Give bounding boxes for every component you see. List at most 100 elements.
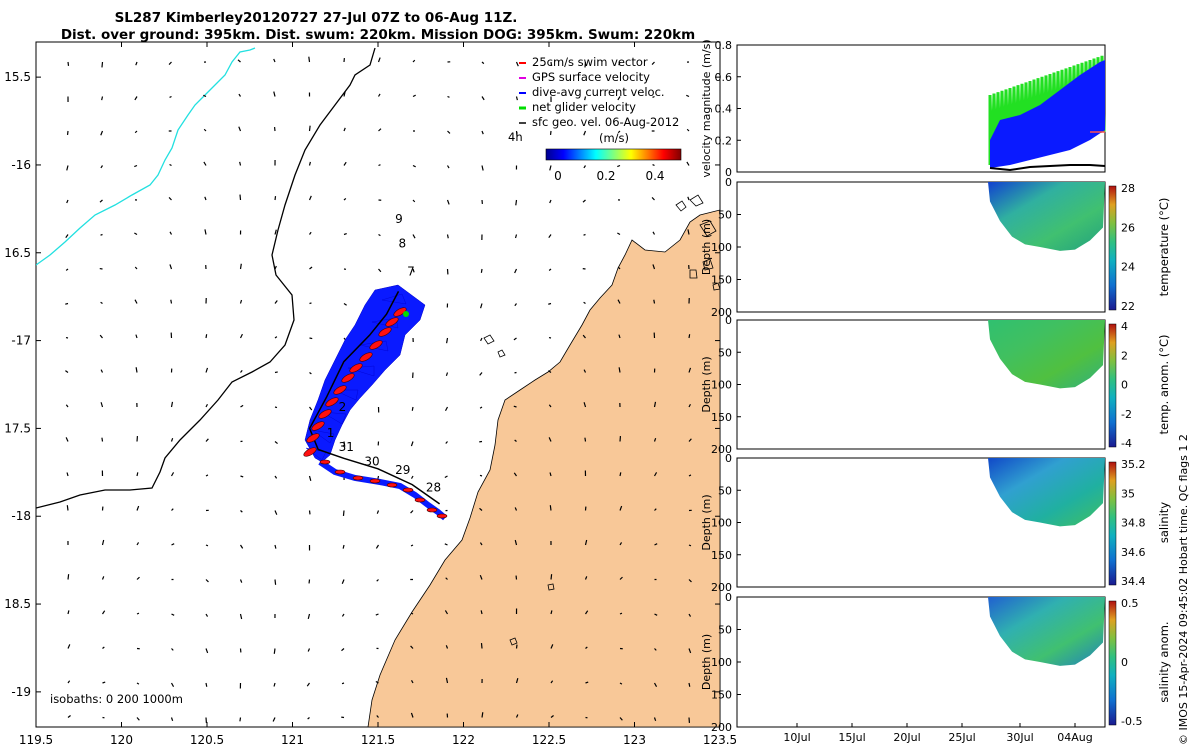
geo-velocity-vector	[514, 234, 518, 239]
geo-velocity-vector	[239, 544, 244, 549]
geo-velocity-vector	[204, 229, 207, 235]
geo-velocity-vector	[343, 127, 346, 132]
geo-velocity-vector	[445, 441, 448, 444]
section-ylabel: Depth (m)	[700, 219, 713, 275]
geo-velocity-vector	[688, 613, 692, 617]
geo-velocity-vector	[619, 542, 623, 546]
colorbar-tick-label: 28	[1121, 182, 1135, 195]
geo-velocity-vector	[308, 195, 312, 201]
geo-velocity-vector	[480, 303, 483, 309]
geo-velocity-vector	[584, 96, 587, 101]
geo-velocity-vector	[274, 265, 277, 270]
geo-velocity-vector	[481, 130, 484, 135]
geo-velocity-vector	[377, 57, 381, 63]
geo-velocity-vector	[653, 299, 656, 304]
geo-velocity-vector	[687, 229, 690, 235]
geo-velocity-vector	[169, 163, 172, 167]
geo-velocity-vector	[550, 574, 553, 580]
colorbar-label: temp. anom. (°C)	[1157, 334, 1171, 434]
geo-velocity-vector	[171, 613, 175, 616]
section-data	[988, 320, 1105, 389]
geo-velocity-vector	[101, 61, 104, 68]
geo-velocity-vector	[412, 268, 415, 273]
section-ytick-label: 150	[711, 411, 732, 424]
geo-velocity-vector	[617, 130, 621, 134]
geo-velocity-vector	[585, 681, 589, 684]
geo-velocity-vector	[445, 645, 449, 649]
track-day-label: 8	[399, 237, 407, 251]
geo-velocity-vector	[549, 165, 552, 171]
geo-velocity-vector	[136, 612, 140, 615]
geo-velocity-vector	[653, 717, 657, 721]
geo-velocity-vector	[272, 717, 276, 722]
geo-velocity-vector	[237, 59, 241, 63]
geo-velocity-vector	[240, 404, 244, 408]
geo-velocity-vector	[410, 441, 414, 447]
geo-velocity-vector	[168, 61, 172, 65]
geo-velocity-vector	[342, 510, 345, 516]
geo-velocity-vector	[341, 579, 345, 585]
figure-title-line2: Dist. over ground: 395km. Dist. swum: 22…	[61, 27, 695, 43]
geo-velocity-vector	[66, 165, 69, 171]
geo-velocity-vector	[514, 507, 518, 511]
colorbar-tick-label: 34.4	[1121, 575, 1146, 588]
geo-velocity-vector	[240, 370, 243, 373]
geo-velocity-vector	[513, 337, 517, 341]
vel-ytick-label: 0.6	[715, 71, 733, 84]
geo-velocity-vector	[274, 510, 278, 515]
geo-velocity-vector	[446, 337, 449, 344]
geo-velocity-vector	[688, 334, 691, 339]
section-ytick-label: 150	[711, 689, 732, 702]
geo-velocity-vector	[584, 437, 587, 442]
section-colorbar	[1108, 461, 1117, 586]
geo-velocity-vector	[550, 610, 553, 615]
geo-velocity-vector	[67, 574, 70, 580]
geo-velocity-vector	[136, 717, 140, 721]
geo-velocity-vector	[515, 130, 518, 137]
map-panel: 9 87 21 31 30 29 28 119.5 120 120.5 121 121.5 122 12…	[4, 41, 737, 747]
geo-velocity-vector	[444, 543, 448, 546]
geo-velocity-vector	[378, 128, 382, 132]
isobath-200m	[36, 47, 256, 266]
coastal-islands	[483, 194, 720, 646]
geo-velocity-vector	[514, 268, 518, 274]
geo-velocity-vector	[410, 475, 414, 479]
vel-ytick-label: 0.2	[715, 134, 733, 147]
geo-velocity-vector	[205, 544, 209, 547]
geo-velocity-vector	[688, 403, 691, 408]
section-colorbar	[1108, 600, 1117, 726]
geo-velocity-vector	[100, 165, 104, 169]
geo-velocity-vector	[273, 91, 276, 97]
geo-velocity-vector	[617, 299, 621, 304]
geo-velocity-vector	[343, 91, 346, 97]
colorbar-tick-label: -2	[1121, 408, 1132, 421]
section-ytick-label: 150	[711, 549, 732, 562]
colorbar-tick-label: 34.8	[1121, 517, 1146, 530]
map-legend: 25cm/s swim vector GPS surface velocity …	[508, 55, 682, 183]
geo-velocity-vector	[376, 715, 379, 718]
colorbar-tick-label: 22	[1121, 300, 1135, 313]
geo-velocity-vector	[309, 337, 313, 340]
geo-velocity-vector	[308, 475, 312, 481]
geo-velocity-vector	[274, 441, 278, 445]
geo-velocity-vector	[307, 648, 311, 652]
colorbar-tick-label: 2	[1121, 349, 1128, 362]
geo-velocity-vector	[550, 715, 554, 718]
geo-velocity-vector	[653, 472, 658, 477]
geo-velocity-vector	[410, 712, 414, 718]
colorbar-tick-label: 35	[1121, 487, 1135, 500]
geo-velocity-vector	[309, 266, 313, 270]
section-ytick-label: 100	[711, 656, 732, 669]
swim-vector-mark	[369, 340, 383, 350]
geo-velocity-vector	[101, 437, 104, 442]
geo-velocity-vector	[343, 233, 347, 236]
geo-velocity-vector	[101, 576, 105, 580]
geo-velocity-vector	[309, 372, 312, 375]
geo-velocity-vector	[515, 96, 518, 101]
geo-velocity-vector	[514, 303, 517, 307]
swim-vector-mark	[333, 385, 347, 395]
geo-velocity-vector	[134, 299, 138, 304]
geo-velocity-vector	[515, 644, 518, 649]
geo-velocity-vector	[651, 197, 655, 201]
geo-velocity-vector	[410, 544, 414, 547]
